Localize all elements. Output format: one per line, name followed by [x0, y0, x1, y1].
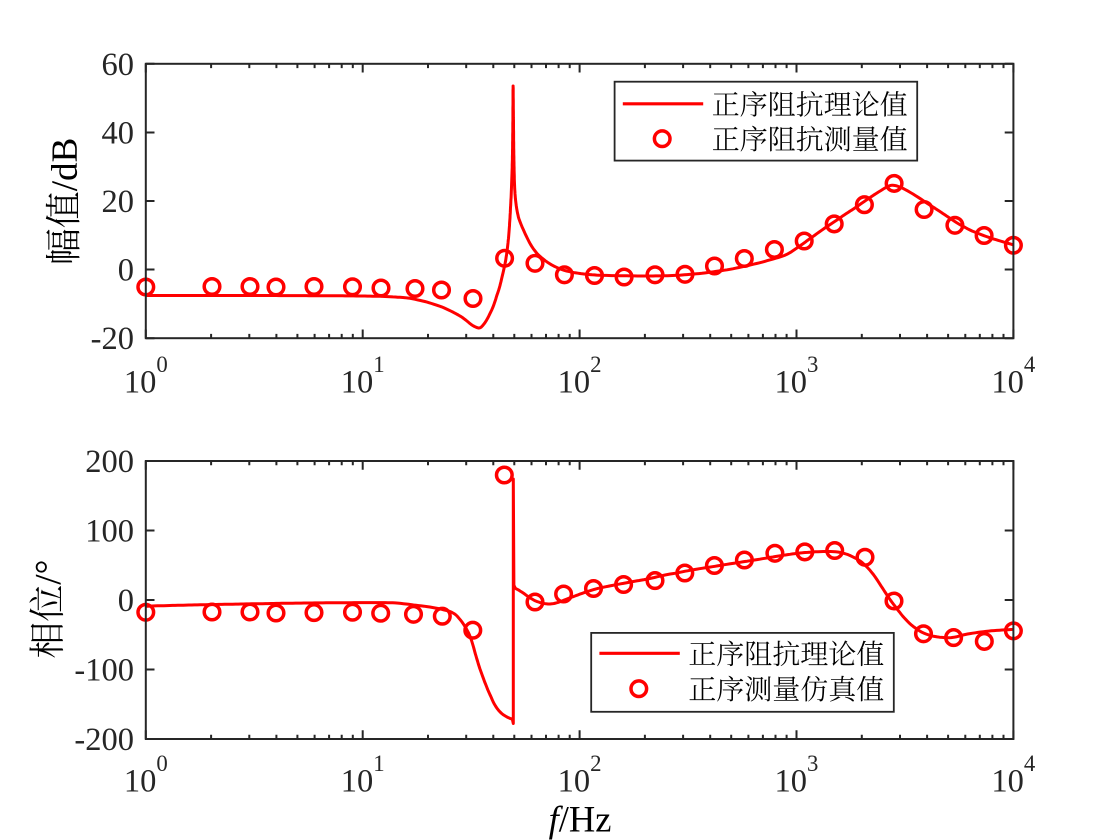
svg-text:10: 10 — [124, 365, 156, 401]
svg-text:f/Hz: f/Hz — [549, 799, 612, 840]
svg-text:10: 10 — [341, 764, 374, 800]
svg-text:0: 0 — [156, 352, 167, 377]
svg-text:10: 10 — [558, 764, 591, 800]
svg-text:10: 10 — [991, 764, 1024, 800]
svg-text:-20: -20 — [91, 321, 134, 357]
svg-text:3: 3 — [807, 352, 818, 377]
svg-text:0: 0 — [118, 253, 134, 289]
svg-text:40: 40 — [102, 116, 135, 152]
svg-text:-200: -200 — [74, 722, 134, 758]
svg-text:20: 20 — [102, 184, 135, 220]
svg-text:100: 100 — [85, 514, 134, 550]
svg-text:10: 10 — [558, 365, 591, 401]
svg-text:0: 0 — [118, 583, 134, 619]
svg-text:200: 200 — [85, 444, 134, 480]
svg-text:2: 2 — [590, 751, 601, 776]
svg-text:10: 10 — [341, 365, 374, 401]
svg-text:10: 10 — [124, 764, 156, 800]
svg-text:1: 1 — [373, 751, 384, 776]
svg-text:1: 1 — [373, 352, 384, 377]
svg-text:4: 4 — [1024, 751, 1036, 776]
svg-text:60: 60 — [102, 47, 135, 83]
svg-text:2: 2 — [590, 352, 601, 377]
svg-text:4: 4 — [1024, 352, 1036, 377]
svg-text:10: 10 — [775, 764, 808, 800]
svg-text:10: 10 — [991, 365, 1024, 401]
svg-text:3: 3 — [807, 751, 818, 776]
svg-text:10: 10 — [775, 365, 808, 401]
svg-text:-100: -100 — [74, 653, 134, 689]
svg-text:0: 0 — [156, 751, 167, 776]
